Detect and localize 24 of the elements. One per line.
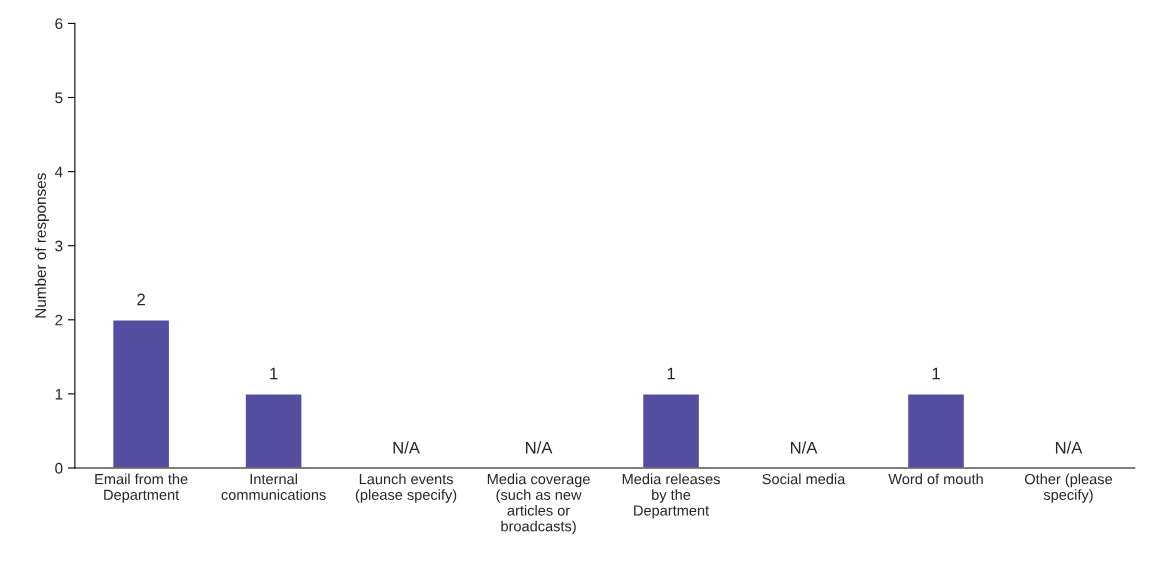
- y-tick-label: 3: [55, 240, 63, 252]
- y-tick-label: 6: [55, 18, 63, 30]
- y-tick-label: 2: [55, 314, 63, 326]
- x-tick-label: Social media: [762, 473, 846, 485]
- y-tick-label: 0: [55, 462, 63, 474]
- text: N/A: [393, 441, 420, 454]
- text: N/A: [526, 441, 553, 454]
- x-tick-label: Media coverage (such as new articles or broadcasts): [487, 473, 590, 535]
- text: N/A: [1055, 441, 1083, 454]
- x-tick-label: Launch events (please specify): [355, 473, 457, 503]
- x-tick-label: Other (please specify): [1025, 473, 1113, 503]
- x-tick-label: Email from the Department: [95, 473, 188, 503]
- data-label: 1: [270, 367, 278, 380]
- y-axis-title: Number of responses: [34, 173, 50, 318]
- text: N/A: [791, 441, 818, 454]
- data-label: 2: [137, 293, 145, 306]
- x-tick-label: Word of mouth: [888, 473, 983, 485]
- y-tick-label: 5: [55, 92, 63, 104]
- x-tick-label: Media releases by the Department: [622, 473, 720, 519]
- y-tick-label: 4: [54, 166, 63, 178]
- data-label: 1: [667, 367, 675, 380]
- y-tick-label: 1: [55, 388, 63, 400]
- x-tick-label: Internal communications: [221, 473, 326, 500]
- data-label: 1: [932, 367, 940, 380]
